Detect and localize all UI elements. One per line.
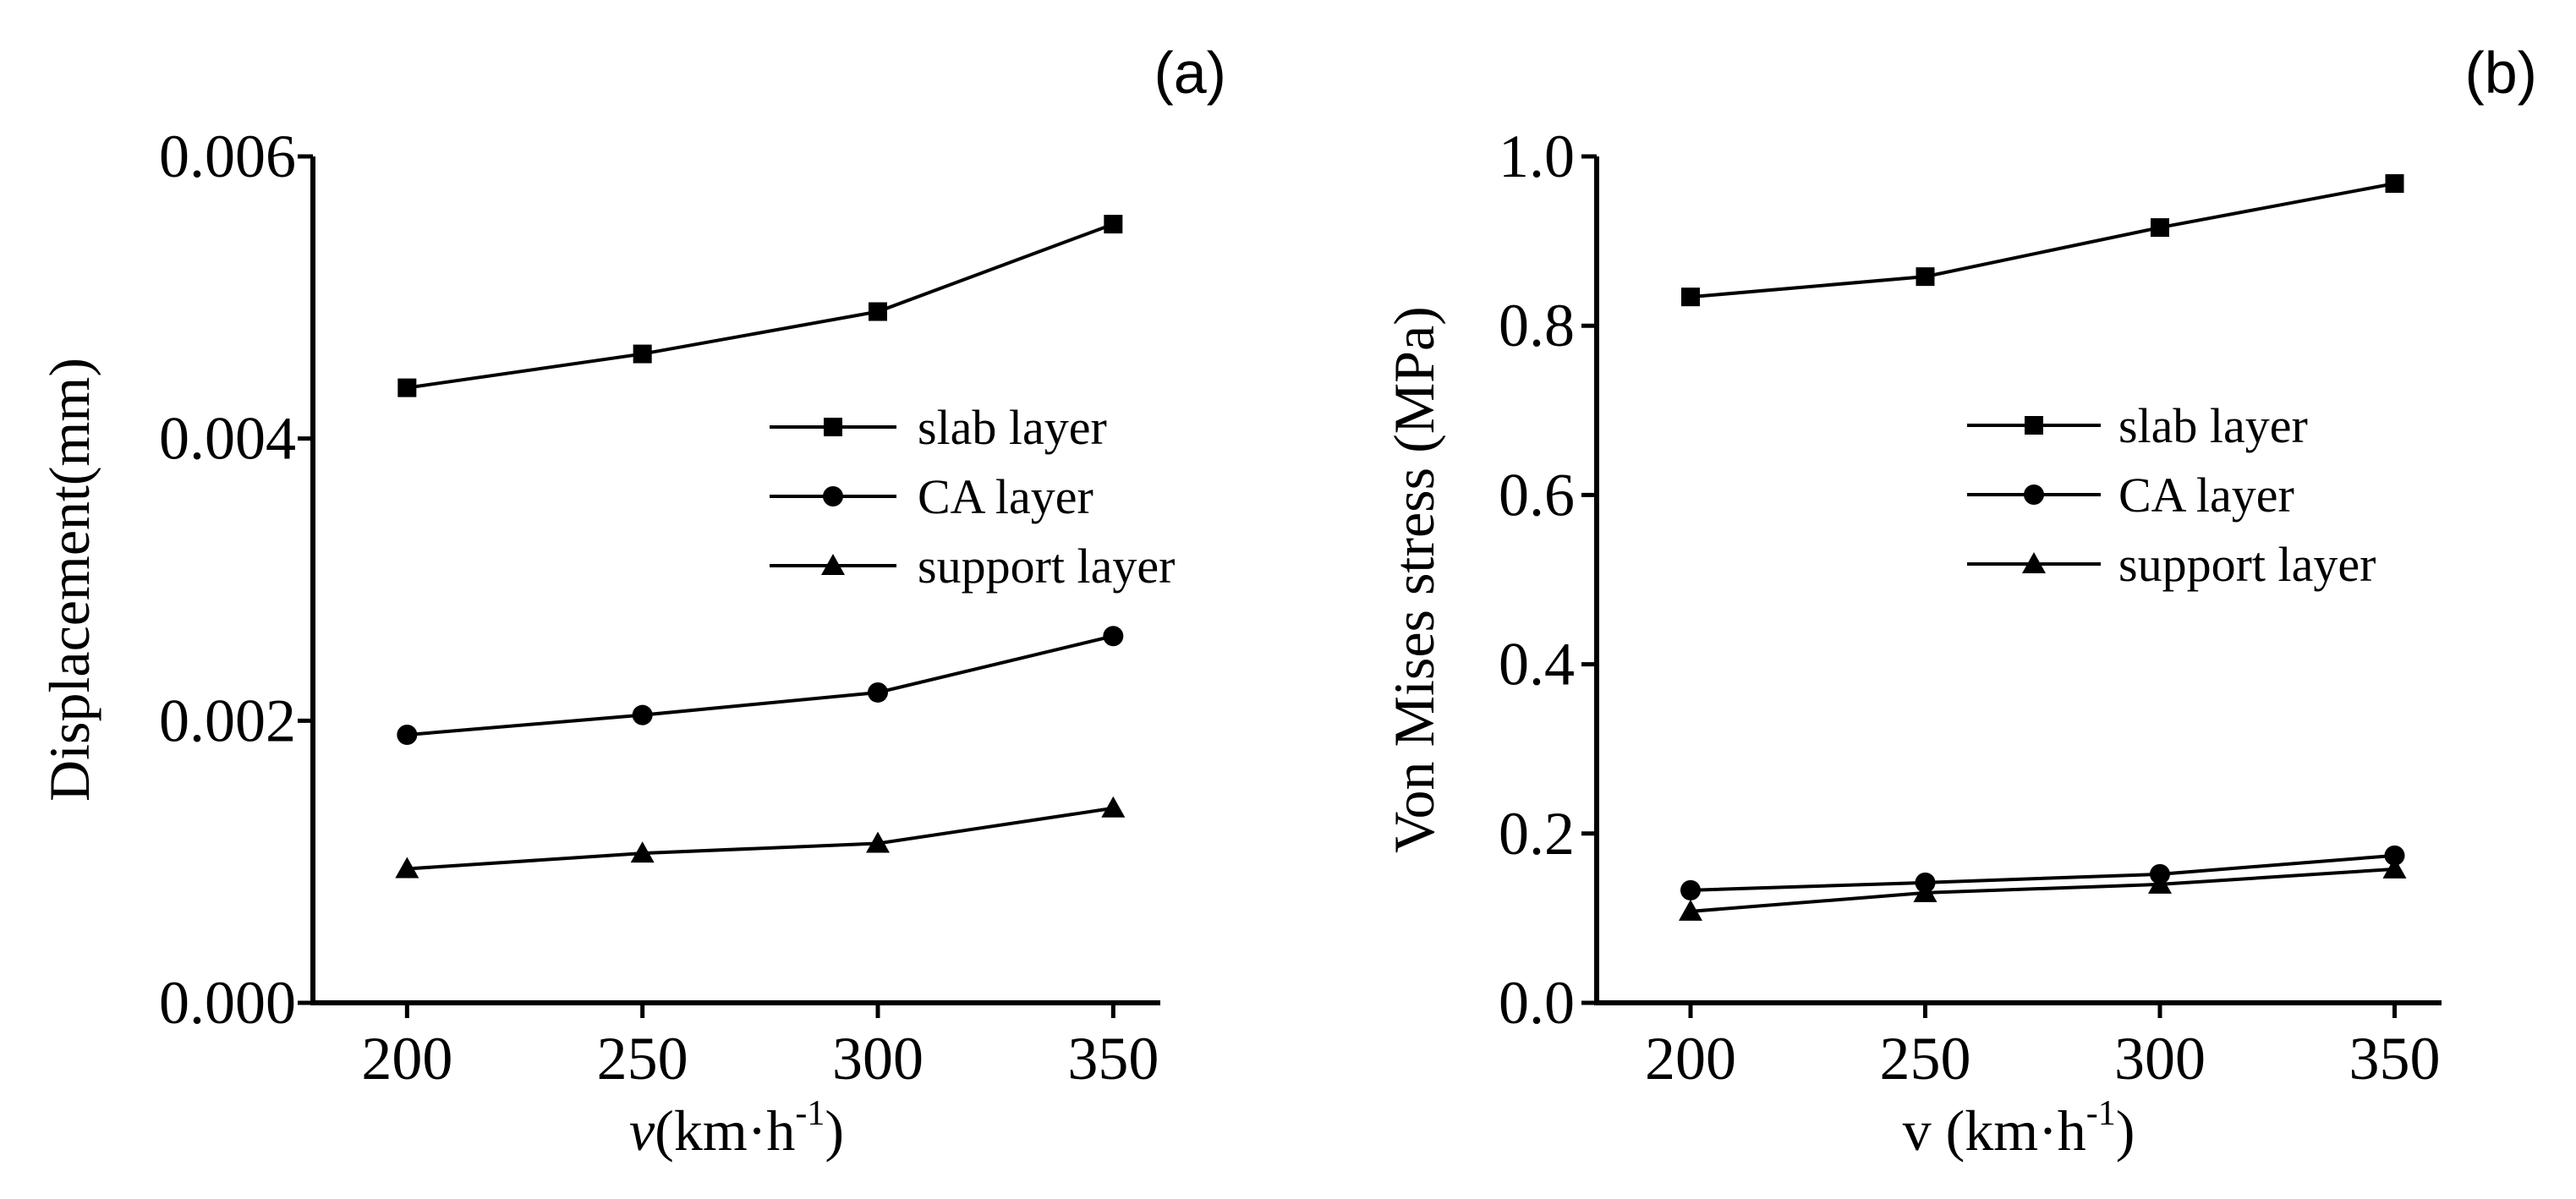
x-tick-label: 350 bbox=[1067, 1025, 1159, 1092]
x-axis-title-close: ) bbox=[825, 1098, 844, 1163]
x-tick-label: 200 bbox=[1645, 1025, 1736, 1092]
legend-entry: slab layer bbox=[1967, 398, 2308, 453]
legend-marker bbox=[2024, 485, 2044, 505]
legend-label: support layer bbox=[2118, 537, 2376, 592]
legend-entry: support layer bbox=[770, 539, 1175, 594]
data-point bbox=[1104, 215, 1123, 234]
series-square bbox=[1681, 174, 2404, 307]
legend-entry: support layer bbox=[1967, 537, 2376, 592]
series-line bbox=[1690, 853, 2395, 892]
x-axis-title-sup: -1 bbox=[2086, 1094, 2116, 1133]
y-axis-title: Von Mises stress (MPa) bbox=[1382, 306, 1446, 853]
legend-entry: CA layer bbox=[770, 469, 1093, 524]
data-point bbox=[1681, 287, 1700, 307]
legend-marker bbox=[824, 418, 842, 436]
x-axis-title-sup: -1 bbox=[795, 1094, 825, 1133]
panel-label: (a) bbox=[1154, 40, 1226, 106]
y-axis-title: Displacement(mm) bbox=[37, 358, 101, 802]
series-square bbox=[397, 215, 1123, 397]
data-point bbox=[2385, 174, 2404, 194]
data-point bbox=[633, 344, 652, 364]
y-tick-label: 0.000 bbox=[159, 969, 296, 1037]
data-point bbox=[630, 841, 655, 863]
data-point bbox=[868, 682, 888, 703]
y-tick-label: 1.0 bbox=[1499, 123, 1575, 190]
x-axis-title-close: ) bbox=[2116, 1098, 2135, 1163]
y-tick-label: 0.4 bbox=[1499, 631, 1575, 698]
series-circle bbox=[1680, 845, 2405, 901]
x-tick-label: 300 bbox=[2114, 1025, 2206, 1092]
legend-marker bbox=[2025, 416, 2043, 435]
chart-panel-a: 0.000 0.002 0.004 0.006 200 250 300 350 Displace… bbox=[37, 40, 1226, 1163]
data-point bbox=[2148, 872, 2172, 894]
data-point bbox=[1913, 880, 1937, 902]
legend-entry: slab layer bbox=[770, 400, 1107, 455]
legend-label: slab layer bbox=[918, 400, 1107, 455]
series-line bbox=[407, 634, 1114, 737]
x-axis-title-unit: (km·h bbox=[655, 1098, 795, 1163]
data-point bbox=[1680, 879, 1701, 901]
x-axis-title-var: v bbox=[629, 1098, 655, 1163]
x-tick-label: 200 bbox=[361, 1025, 452, 1092]
data-point bbox=[1679, 899, 1702, 921]
y-tick-label: 0.004 bbox=[159, 405, 296, 473]
legend-label: support layer bbox=[918, 539, 1175, 594]
x-axis-title-text: v (km·h bbox=[1903, 1098, 2086, 1163]
x-axis-title: v (km·h-1) bbox=[1903, 1094, 2135, 1163]
legend-label: slab layer bbox=[2118, 398, 2308, 453]
data-point bbox=[397, 725, 418, 746]
data-point bbox=[1103, 626, 1124, 647]
data-point bbox=[866, 831, 890, 853]
x-axis-title: v(km·h-1) bbox=[629, 1094, 844, 1163]
series-line bbox=[407, 222, 1115, 390]
y-tick-label: 0.6 bbox=[1499, 461, 1575, 528]
series-line bbox=[1690, 867, 2395, 913]
legend-label: CA layer bbox=[918, 469, 1093, 524]
data-point bbox=[1101, 796, 1126, 818]
series-line bbox=[407, 806, 1114, 871]
data-point bbox=[2382, 857, 2407, 879]
series-line bbox=[1690, 182, 2395, 299]
x-tick-label: 300 bbox=[832, 1025, 924, 1092]
y-tick-label: 0.002 bbox=[159, 687, 296, 754]
data-point bbox=[869, 302, 887, 321]
y-tick-label: 0.2 bbox=[1499, 800, 1575, 868]
x-tick-label: 250 bbox=[1880, 1025, 1971, 1092]
y-tick-label: 0.0 bbox=[1499, 969, 1575, 1037]
series-triangle bbox=[395, 796, 1126, 879]
legend-marker bbox=[821, 554, 845, 575]
data-point bbox=[2151, 218, 2169, 238]
data-point bbox=[2384, 845, 2405, 866]
data-point bbox=[632, 704, 653, 725]
series-circle bbox=[397, 626, 1124, 746]
panel-label: (b) bbox=[2464, 40, 2537, 106]
data-point bbox=[1916, 267, 1935, 287]
legend-label: CA layer bbox=[2118, 468, 2294, 523]
y-tick-label: 0.006 bbox=[159, 123, 296, 190]
data-point bbox=[397, 378, 417, 397]
legend-marker bbox=[2022, 552, 2046, 573]
y-tick-label: 0.8 bbox=[1499, 292, 1575, 359]
series-triangle bbox=[1679, 857, 2407, 921]
legend-marker bbox=[823, 486, 843, 506]
x-tick-label: 250 bbox=[597, 1025, 688, 1092]
data-point bbox=[395, 857, 419, 879]
legend-entry: CA layer bbox=[1967, 468, 2294, 523]
chart-panel-b: 0.0 0.2 0.4 0.6 0.8 1.0 200 250 300 350 Von Mises … bbox=[1382, 40, 2537, 1163]
x-tick-label: 350 bbox=[2349, 1025, 2441, 1092]
